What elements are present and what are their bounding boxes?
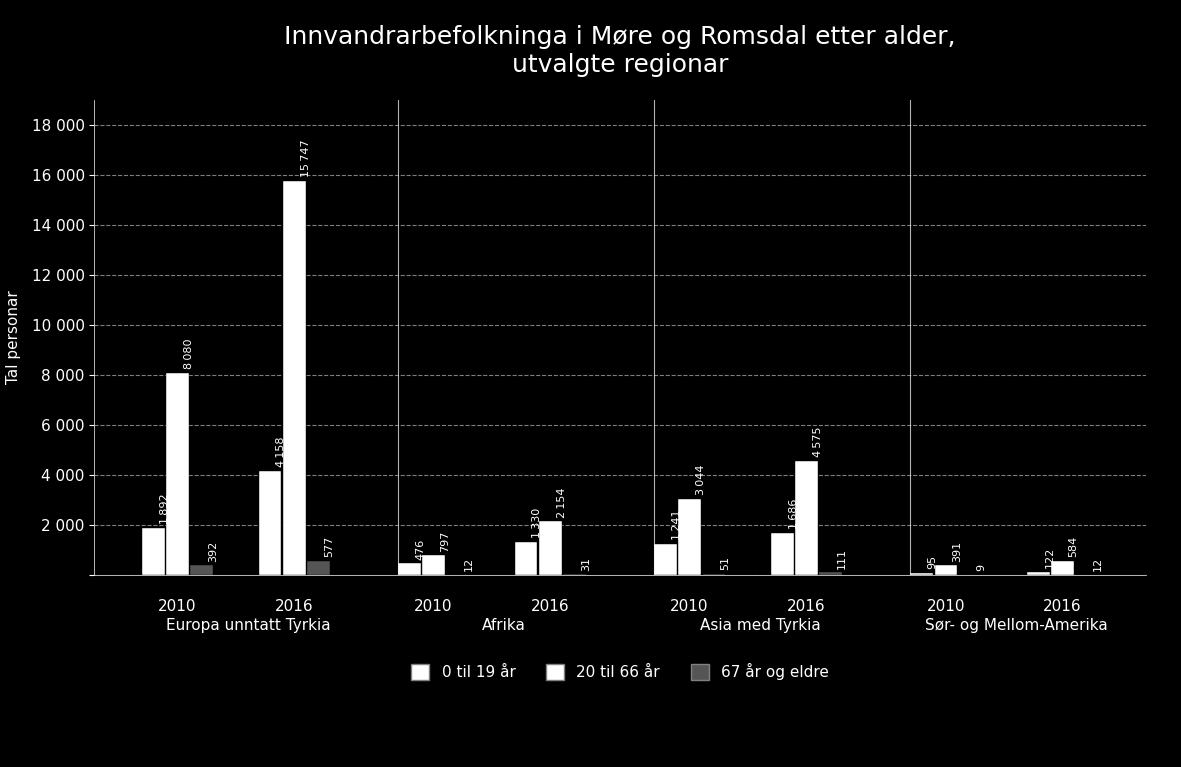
Text: 95: 95 (927, 555, 938, 569)
Bar (771, 533, 794, 575)
Text: 15 747: 15 747 (300, 140, 311, 177)
Text: 2010: 2010 (158, 599, 197, 614)
Bar (142, 528, 164, 575)
Text: 1 892: 1 892 (159, 493, 170, 524)
Text: 391: 391 (952, 541, 961, 561)
Text: Europa unntatt Tyrkia: Europa unntatt Tyrkia (165, 617, 331, 633)
Y-axis label: Tal personar: Tal personar (6, 291, 20, 384)
Text: 12: 12 (464, 557, 474, 571)
Text: 584: 584 (1069, 535, 1078, 557)
Title: Innvandrarbefolkninga i Møre og Romsdal etter alder,
utvalgte regionar: Innvandrarbefolkninga i Møre og Romsdal … (285, 25, 955, 77)
Bar (911, 573, 933, 575)
Text: 51: 51 (720, 556, 730, 570)
Text: 2016: 2016 (1043, 599, 1082, 614)
Text: 797: 797 (439, 530, 450, 551)
Legend: 0 til 19 år, 20 til 66 år, 67 år og eldre: 0 til 19 år, 20 til 66 år, 67 år og eldr… (405, 657, 835, 686)
Bar (307, 561, 329, 575)
Text: Afrika: Afrika (482, 617, 526, 633)
Text: 2010: 2010 (926, 599, 965, 614)
Text: 2016: 2016 (531, 599, 569, 614)
Text: 2016: 2016 (275, 599, 314, 614)
Text: 122: 122 (1044, 547, 1055, 568)
Text: 111: 111 (837, 548, 847, 568)
Text: Asia med Tyrkia: Asia med Tyrkia (699, 617, 821, 633)
Bar (703, 574, 725, 575)
Bar (654, 545, 677, 575)
Bar (259, 471, 281, 575)
Bar (820, 572, 842, 575)
Bar (190, 565, 213, 575)
Bar (398, 563, 420, 575)
Text: 3 044: 3 044 (696, 465, 706, 495)
Text: 392: 392 (208, 541, 217, 561)
Bar (515, 542, 537, 575)
Bar (678, 499, 700, 575)
Text: 8 080: 8 080 (183, 339, 194, 369)
Bar (283, 181, 306, 575)
Bar (423, 555, 445, 575)
Text: 4 575: 4 575 (813, 426, 823, 457)
Bar (563, 574, 586, 575)
Bar (934, 565, 957, 575)
Text: 12: 12 (1092, 557, 1103, 571)
Text: 2 154: 2 154 (556, 487, 567, 518)
Text: 9: 9 (976, 565, 986, 571)
Bar (1027, 572, 1050, 575)
Bar (795, 461, 817, 575)
Bar (540, 522, 562, 575)
Text: 1 330: 1 330 (533, 508, 542, 538)
Text: 2016: 2016 (788, 599, 826, 614)
Text: 31: 31 (581, 557, 590, 571)
Bar (1051, 561, 1074, 575)
Text: 577: 577 (325, 536, 334, 557)
Text: Sør- og Mellom-Amerika: Sør- og Mellom-Amerika (925, 617, 1108, 633)
Text: 2010: 2010 (671, 599, 709, 614)
Text: 1 241: 1 241 (672, 510, 681, 541)
Text: 4 158: 4 158 (276, 437, 287, 467)
Text: 2010: 2010 (415, 599, 452, 614)
Text: 1 686: 1 686 (789, 499, 798, 529)
Text: 476: 476 (416, 538, 425, 560)
Bar (167, 373, 189, 575)
